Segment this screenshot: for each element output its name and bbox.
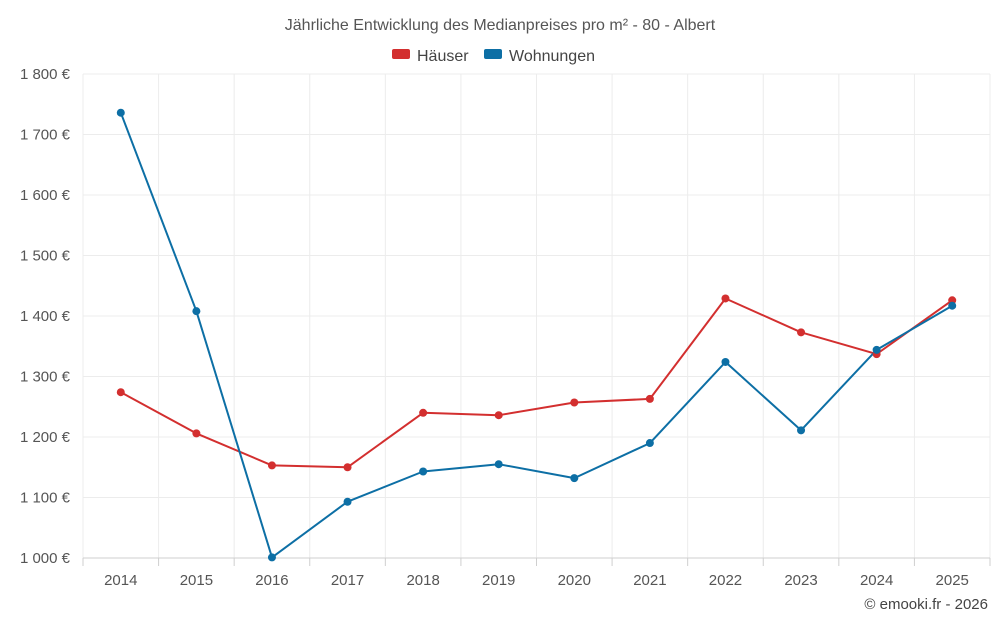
y-axis: 1 000 € 1 100 € 1 200 € 1 300 € 1 400 € 1 500… [20,66,71,567]
x-tick-label: 2015 [180,572,213,589]
data-point-haeuser[interactable] [721,294,730,303]
data-point-wohnungen[interactable] [494,460,503,469]
series [116,108,957,562]
data-point-wohnungen[interactable] [192,307,201,316]
y-tick-label: 1 800 € [20,66,71,83]
y-tick-label: 1 500 € [20,248,71,265]
x-tick-label: 2016 [255,572,288,589]
x-tick-label: 2022 [709,572,742,589]
data-point-haeuser[interactable] [192,429,201,438]
data-point-wohnungen[interactable] [570,474,579,483]
legend-item-wohnungen[interactable]: Wohnungen [484,48,595,65]
x-tick-label: 2025 [936,572,969,589]
data-point-wohnungen[interactable] [267,553,276,562]
y-tick-label: 1 300 € [20,369,71,386]
y-tick-label: 1 000 € [20,550,71,567]
data-point-haeuser[interactable] [343,463,352,472]
y-tick-label: 1 400 € [20,308,71,325]
data-point-wohnungen[interactable] [721,357,730,366]
legend-label-haeuser: Häuser [417,48,469,65]
data-point-haeuser[interactable] [797,328,806,337]
data-point-haeuser[interactable] [645,394,654,403]
legend: Häuser Wohnungen [392,48,595,65]
data-point-wohnungen[interactable] [797,426,806,435]
legend-item-haeuser[interactable]: Häuser [392,48,469,65]
data-point-haeuser[interactable] [494,411,503,420]
x-tick-label: 2014 [104,572,137,589]
grid [82,73,991,559]
x-tick-label: 2018 [406,572,439,589]
credit-text: © emooki.fr - 2026 [864,596,988,613]
x-axis: 2014 2015 2016 2017 2018 2019 2020 2021 2022 2023… [82,557,991,589]
x-tick-label: 2021 [633,572,666,589]
data-point-haeuser[interactable] [267,461,276,470]
data-point-wohnungen[interactable] [419,467,428,476]
y-tick-label: 1 700 € [20,127,71,144]
chart-title: Jährliche Entwicklung des Medianpreises … [285,17,716,34]
data-point-wohnungen[interactable] [948,301,957,310]
x-tick-label: 2024 [860,572,893,589]
y-tick-label: 1 600 € [20,187,71,204]
data-point-wohnungen[interactable] [116,108,125,117]
x-tick-label: 2019 [482,572,515,589]
data-point-wohnungen[interactable] [343,497,352,506]
data-point-haeuser[interactable] [419,408,428,417]
legend-swatch-haeuser [392,49,410,59]
legend-swatch-wohnungen [484,49,502,59]
x-tick-label: 2017 [331,572,364,589]
series-line-wohnungen [119,111,954,559]
legend-label-wohnungen: Wohnungen [509,48,595,65]
y-tick-label: 1 200 € [20,429,71,446]
series-line-haeuser [119,297,954,469]
data-point-wohnungen[interactable] [645,439,654,448]
x-tick-label: 2023 [784,572,817,589]
data-point-haeuser[interactable] [116,388,125,397]
x-tick-label: 2020 [558,572,591,589]
y-tick-label: 1 100 € [20,490,71,507]
data-point-wohnungen[interactable] [872,345,881,354]
data-point-haeuser[interactable] [570,398,579,407]
